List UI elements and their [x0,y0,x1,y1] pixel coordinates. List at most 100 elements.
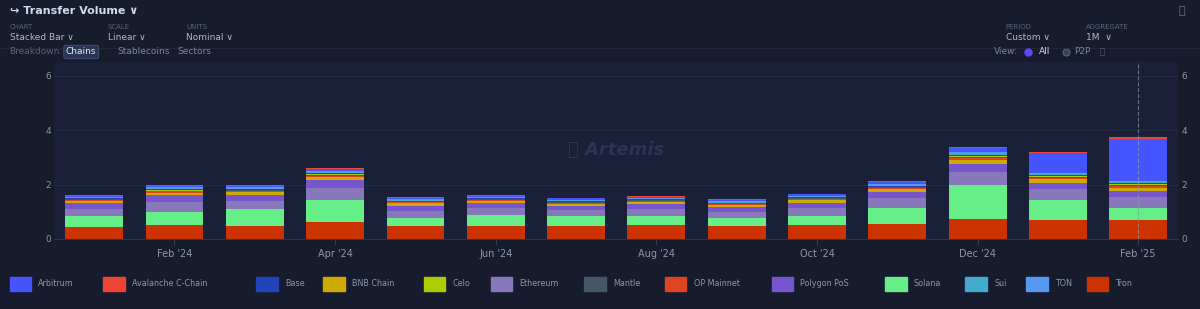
Text: Solana: Solana [914,280,941,289]
Bar [869,186,926,187]
Bar [226,185,283,186]
Text: Arbitrum: Arbitrum [38,280,74,289]
Bar [145,185,203,186]
Text: View:: View: [994,48,1018,57]
Bar [1109,221,1168,239]
Bar [103,277,125,291]
Bar [306,172,364,173]
Bar [226,209,283,226]
Bar [226,189,283,190]
Bar [547,204,605,205]
Bar [869,187,926,188]
Bar [708,226,766,239]
Bar [467,226,524,239]
Bar [386,201,444,202]
Bar [869,188,926,189]
Bar [306,175,364,176]
Text: Chains: Chains [66,48,96,57]
Bar [547,200,605,201]
Bar [547,205,605,210]
Bar [65,196,124,197]
Bar [1109,186,1168,188]
Bar [772,277,793,291]
Bar [708,203,766,204]
Bar [65,198,124,199]
Bar [788,216,846,225]
Bar [788,194,846,196]
Bar [226,226,283,239]
Bar [306,200,364,222]
Bar [65,216,124,227]
Text: ⓘ: ⓘ [1099,48,1104,57]
Text: Custom ∨: Custom ∨ [1006,32,1050,41]
Bar [949,159,1007,160]
Bar [708,202,766,203]
Bar [226,187,283,188]
Bar [386,205,444,211]
Bar [145,190,203,191]
Bar [547,226,605,239]
Bar [628,196,685,197]
Bar [145,195,203,202]
Text: OP Mainnet: OP Mainnet [694,280,739,289]
Bar [628,204,685,209]
Bar [708,204,766,205]
Bar [628,198,685,199]
Bar [1109,182,1168,183]
Bar [949,152,1007,154]
Bar [1109,191,1168,197]
Bar [1109,197,1168,208]
Text: Stacked Bar ∨: Stacked Bar ∨ [10,32,73,41]
Text: UNITS: UNITS [186,24,208,30]
Text: Ethereum: Ethereum [520,280,559,289]
Bar [65,203,124,209]
Bar [386,218,444,226]
Bar [467,215,524,226]
Bar [1030,176,1087,177]
Bar [1109,185,1168,186]
Bar [145,188,203,189]
Bar [628,209,685,216]
Bar [467,196,524,197]
Bar [467,198,524,199]
Text: ↪ Transfer Volume ∨: ↪ Transfer Volume ∨ [10,6,138,16]
Bar [467,195,524,196]
Bar [628,216,685,225]
Text: Mantle: Mantle [613,280,641,289]
Text: Nominal ∨: Nominal ∨ [186,32,233,41]
Text: ⦿ Artemis: ⦿ Artemis [568,142,665,159]
Bar [257,277,277,291]
Bar [1030,172,1087,174]
Bar [1030,179,1087,183]
Bar [1030,154,1087,172]
Bar [1030,175,1087,176]
Bar [306,174,364,175]
Text: Avalanche C-Chain: Avalanche C-Chain [132,280,208,289]
Bar [628,197,685,198]
Bar [708,200,766,201]
Bar [226,201,283,209]
Bar [1030,200,1087,221]
Bar [869,182,926,184]
Bar [1030,221,1087,239]
Bar [965,277,986,291]
Bar [65,195,124,196]
Bar [788,199,846,200]
Bar [491,277,512,291]
Bar [1030,183,1087,188]
Bar [869,208,926,224]
Bar [1109,138,1168,181]
Text: Tron: Tron [1116,280,1133,289]
Bar [386,200,444,201]
Bar [788,203,846,208]
Text: Sui: Sui [995,280,1007,289]
Bar [869,181,926,182]
Bar [1109,188,1168,191]
Bar [386,198,444,199]
Bar [467,201,524,203]
Bar [1030,174,1087,175]
Bar [467,208,524,215]
Text: Breakdown:: Breakdown: [10,48,62,57]
Bar [547,202,605,204]
Bar [145,202,203,212]
